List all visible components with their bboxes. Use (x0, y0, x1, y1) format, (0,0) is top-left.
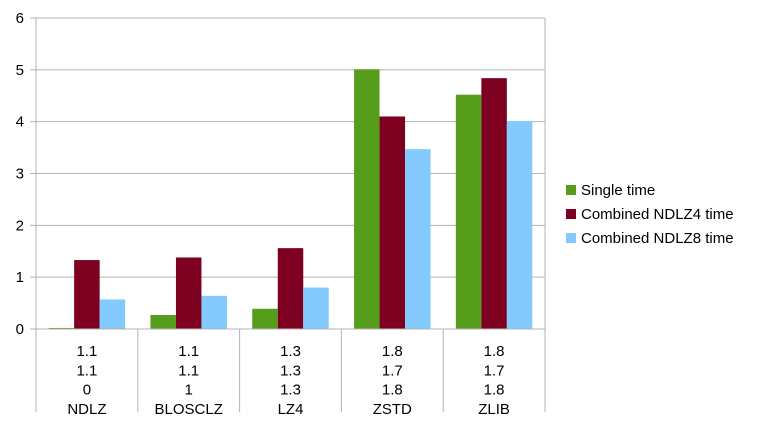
bar (48, 327, 75, 329)
legend-item-combined-ndlz4: Combined NDLZ4 time (566, 202, 734, 226)
x-tick-label: LZ4 (278, 401, 304, 418)
legend-swatch (566, 209, 576, 219)
x-tick-label: 1 (185, 382, 193, 399)
x-tick-label: BLOSCLZ (155, 401, 223, 418)
legend-swatch (566, 233, 576, 243)
bar (175, 257, 202, 329)
x-tick-label: 1.8 (382, 382, 403, 399)
bar (252, 308, 278, 329)
x-tick-label: ZSTD (373, 401, 412, 418)
x-tick-label: 0 (83, 382, 91, 399)
legend-label: Combined NDLZ8 time (581, 229, 734, 247)
x-tick-label: 1.8 (484, 343, 505, 360)
bar (201, 295, 227, 329)
x-tick-label: 1.3 (280, 382, 301, 399)
legend-item-combined-ndlz8: Combined NDLZ8 time (566, 226, 734, 250)
bar (99, 299, 126, 329)
x-tick-label: 1.3 (280, 343, 301, 360)
legend-label: Combined NDLZ4 time (581, 205, 734, 223)
x-tick-label: ZLIB (478, 401, 510, 418)
x-tick-label: 1.3 (280, 362, 301, 379)
bar (379, 116, 406, 329)
bar (74, 260, 100, 329)
axes (35, 18, 546, 412)
legend-item-single-time: Single time (566, 178, 734, 202)
x-tick-label: 1.1 (76, 343, 97, 360)
bar (303, 287, 329, 329)
x-tick-label: 1.1 (178, 343, 199, 360)
x-tick-label: 1.7 (382, 362, 403, 379)
bar (354, 69, 380, 329)
y-tick-label: 5 (16, 62, 24, 79)
bar (405, 149, 431, 329)
x-tick-label: 1.8 (382, 343, 403, 360)
legend-label: Single time (581, 181, 656, 199)
y-axis-ticks: 0 1 2 3 4 5 6 (16, 10, 24, 338)
bar (150, 315, 176, 329)
bar (506, 121, 533, 329)
y-tick-label: 0 (16, 321, 24, 338)
x-tick-label: 1.7 (484, 362, 505, 379)
legend: Single time Combined NDLZ4 time Combined… (566, 178, 734, 250)
y-tick-label: 3 (16, 166, 24, 183)
bar (277, 248, 304, 329)
y-tick-label: 6 (16, 10, 24, 27)
y-tick-label: 2 (16, 217, 24, 234)
bar (481, 78, 507, 329)
x-tick-label: 1.8 (484, 382, 505, 399)
y-tick-label: 4 (16, 114, 24, 131)
x-tick-label: 1.1 (76, 362, 97, 379)
bars (48, 69, 533, 329)
x-tick-label: NDLZ (67, 401, 106, 418)
bar (455, 94, 482, 329)
legend-swatch (566, 185, 576, 195)
x-tick-label: 1.1 (178, 362, 199, 379)
y-tick-label: 1 (16, 269, 24, 286)
x-axis-categories: 1.1 1.1 0 NDLZ 1.1 1.1 1 BLOSCLZ 1.3 1.3 1.3 LZ4 1.8… (67, 343, 510, 418)
